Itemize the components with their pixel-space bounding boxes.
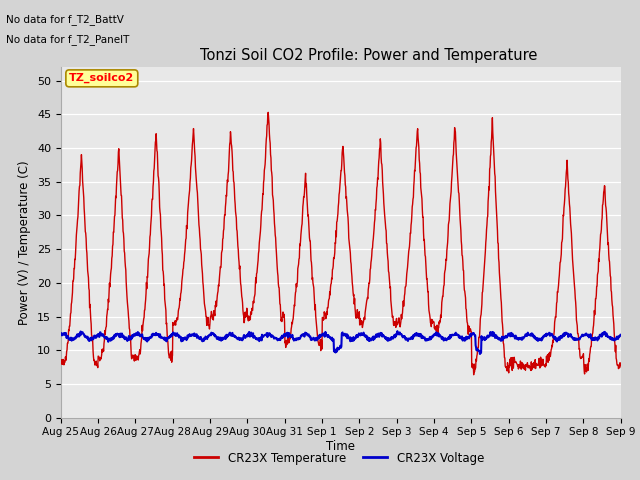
X-axis label: Time: Time [326, 440, 355, 453]
Text: No data for f_T2_PanelT: No data for f_T2_PanelT [6, 34, 130, 45]
Text: TZ_soilco2: TZ_soilco2 [69, 73, 134, 84]
Legend: CR23X Temperature, CR23X Voltage: CR23X Temperature, CR23X Voltage [189, 447, 489, 469]
Title: Tonzi Soil CO2 Profile: Power and Temperature: Tonzi Soil CO2 Profile: Power and Temper… [200, 48, 538, 63]
Text: No data for f_T2_BattV: No data for f_T2_BattV [6, 14, 124, 25]
Y-axis label: Power (V) / Temperature (C): Power (V) / Temperature (C) [19, 160, 31, 324]
